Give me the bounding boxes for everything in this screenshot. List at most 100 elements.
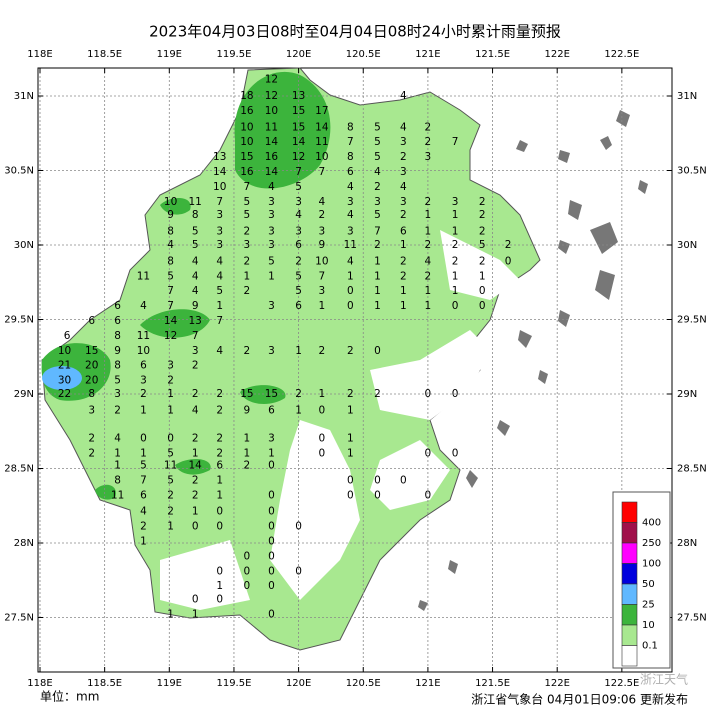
lon-tick-label: 121E [415,49,440,60]
station-value: 2 [319,345,326,357]
station-value: 10 [164,196,177,208]
lon-tick-label: 121.5E [475,49,510,60]
station-value: 2 [425,196,432,208]
station-value: 0 [244,565,251,577]
station-value: 2 [295,255,302,267]
station-value: 20 [85,360,98,372]
lon-tick-label: 118.5E [87,49,122,60]
station-value: 1 [452,209,459,221]
station-value: 0 [295,565,302,577]
station-value: 13 [188,315,201,327]
lat-tick-label: 28.5N [4,464,34,475]
station-value: 5 [374,151,381,163]
station-value: 13 [213,151,226,163]
station-value: 2 [452,239,459,251]
station-value: 3 [400,196,407,208]
lat-tick-label: 28.5N [677,464,707,475]
station-value: 3 [244,239,251,251]
station-value: 2 [374,181,381,193]
station-value: 6 [400,226,407,238]
lat-tick-label: 29N [677,389,697,400]
station-value: 1 [244,433,251,445]
station-value: 1 [295,345,302,357]
station-value: 1 [268,448,275,460]
station-value: 3 [374,196,381,208]
station-value: 5 [167,270,174,282]
legend-swatch-empty [621,645,638,667]
land [41,67,648,651]
station-value: 1 [425,209,432,221]
lon-tick-label: 122E [544,678,569,689]
station-value: 1 [425,300,432,312]
station-value: 1 [400,239,407,251]
station-value: 1 [216,489,223,501]
lat-tick-label: 30N [677,240,697,251]
station-value: 14 [265,166,279,178]
station-value: 1 [140,536,147,548]
station-value: 2 [479,226,486,238]
station-value: 2 [347,388,354,400]
legend-label: 25 [642,600,655,611]
station-value: 2 [425,121,432,133]
station-value: 0 [216,594,223,606]
station-value: 2 [400,255,407,267]
station-value: 12 [164,330,177,342]
station-value: 3 [452,196,459,208]
lon-tick-label: 119.5E [216,678,251,689]
station-value: 6 [140,360,147,372]
station-value: 8 [167,226,174,238]
station-value: 8 [167,255,174,267]
station-value: 1 [216,474,223,486]
station-value: 21 [58,360,71,372]
station-value: 3 [295,226,302,238]
station-value: 9 [114,345,121,357]
station-value: 1 [167,388,174,400]
station-value: 7 [167,285,174,297]
station-value: 13 [292,90,305,102]
station-value: 5 [244,196,251,208]
station-value: 3 [319,226,326,238]
station-value: 2 [425,270,432,282]
lon-tick-label: 122E [544,49,569,60]
lon-tick-label: 120E [286,49,311,60]
station-value: 11 [315,136,328,148]
station-value: 5 [167,474,174,486]
station-value: 0 [216,565,223,577]
station-value: 0 [319,448,326,460]
lat-tick-label: 29.5N [4,315,34,326]
station-value: 4 [347,209,354,221]
legend-swatch [621,604,638,626]
lat-tick-label: 28N [14,538,34,549]
station-value: 2 [479,209,486,221]
station-value: 2 [319,209,326,221]
lon-tick-label: 121.5E [475,678,510,689]
station-value: 22 [58,388,71,400]
lat-tick-label: 28N [677,538,697,549]
station-value: 2 [295,388,302,400]
station-value: 1 [452,270,459,282]
station-value: 1 [347,448,354,460]
station-value: 10 [213,181,226,193]
station-value: 2 [347,345,354,357]
station-value: 2 [167,489,174,501]
station-value: 4 [192,270,199,282]
station-value: 1 [319,388,326,400]
station-value: 2 [192,474,199,486]
station-value: 2 [216,448,223,460]
station-value: 3 [216,209,223,221]
station-value: 7 [319,166,326,178]
station-value: 2 [244,345,251,357]
station-value: 9 [167,209,174,221]
station-value: 2 [479,255,486,267]
legend-label: 50 [642,579,655,590]
station-value: 1 [347,404,354,416]
station-value: 0 [425,388,432,400]
station-value: 5 [216,285,223,297]
station-value: 4 [167,239,174,251]
station-value: 1 [114,448,121,460]
station-value: 14 [164,315,178,327]
station-value: 3 [295,196,302,208]
station-value: 0 [347,489,354,501]
station-value: 2 [216,388,223,400]
